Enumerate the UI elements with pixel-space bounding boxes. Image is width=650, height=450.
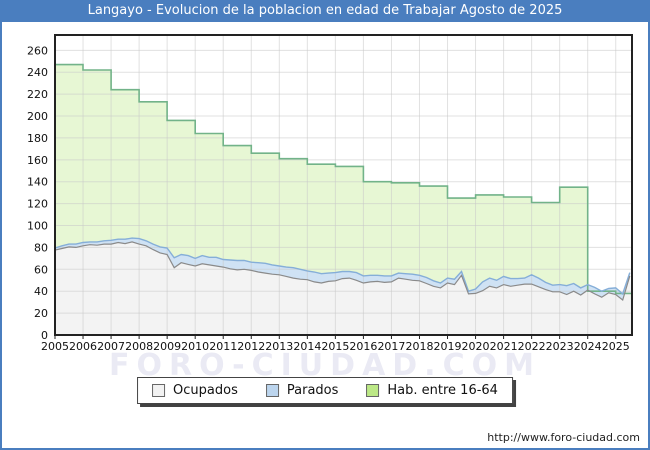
svg-text:2017: 2017 [377,340,405,353]
svg-text:40: 40 [34,285,48,298]
svg-text:2024: 2024 [574,340,602,353]
svg-text:2023: 2023 [546,340,574,353]
svg-text:180: 180 [27,132,48,145]
hab-16-64-swatch-icon [366,384,380,397]
ocupados-swatch-icon [152,384,166,397]
hab-16-64-line [55,63,632,295]
svg-text:2015: 2015 [321,340,349,353]
svg-text:220: 220 [27,88,48,101]
svg-text:60: 60 [34,263,48,276]
svg-text:140: 140 [27,176,48,189]
svg-text:2006: 2006 [69,340,97,353]
svg-text:2014: 2014 [293,340,321,353]
svg-text:2011: 2011 [209,340,237,353]
svg-text:20: 20 [34,307,48,320]
chart-title-bar: Langayo - Evolucion de la poblacion en e… [0,0,650,22]
legend-item-ocupados: Ocupados [152,383,238,398]
svg-text:2022: 2022 [518,340,546,353]
legend-item-hab-16-64: Hab. entre 16-64 [366,383,498,398]
svg-text:2020: 2020 [462,340,490,353]
svg-text:200: 200 [27,110,48,123]
svg-text:2007: 2007 [97,340,125,353]
legend-label-parados: Parados [286,383,339,398]
svg-text:2012: 2012 [237,340,265,353]
svg-text:2009: 2009 [153,340,181,353]
page-title: Langayo - Evolucion de la poblacion en e… [87,3,563,18]
svg-text:2019: 2019 [434,340,462,353]
legend-label-hab-16-64: Hab. entre 16-64 [387,383,498,398]
legend-item-parados: Parados [265,383,339,398]
svg-text:80: 80 [34,241,48,254]
svg-text:160: 160 [27,154,48,167]
svg-text:2018: 2018 [405,340,433,353]
svg-text:2025: 2025 [602,340,630,353]
chart-legend: Ocupados Parados Hab. entre 16-64 [137,377,513,404]
plot-border [54,34,633,336]
parados-line [54,237,631,296]
svg-text:2008: 2008 [125,340,153,353]
x-axis-labels: 2005 2006 2007 2008 2009 2010 2011 2012 2013 2014… [41,336,630,353]
ocupados-line [54,241,631,302]
svg-text:240: 240 [27,66,48,79]
foro-ciudad-link[interactable]: http://www.foro-ciudad.com [487,431,640,444]
svg-text:2016: 2016 [349,340,377,353]
svg-text:2010: 2010 [181,340,209,353]
legend-label-ocupados: Ocupados [173,383,238,398]
svg-text:260: 260 [27,44,48,57]
svg-text:0: 0 [41,329,48,342]
y-axis-labels: 0 20 40 60 80 100 120 140 160 180 200 220 240 260 [27,44,48,342]
svg-text:120: 120 [27,198,48,211]
svg-text:100: 100 [27,220,48,233]
svg-text:2021: 2021 [490,340,518,353]
parados-swatch-icon [265,384,279,397]
svg-text:2005: 2005 [41,340,69,353]
svg-text:2013: 2013 [265,340,293,353]
